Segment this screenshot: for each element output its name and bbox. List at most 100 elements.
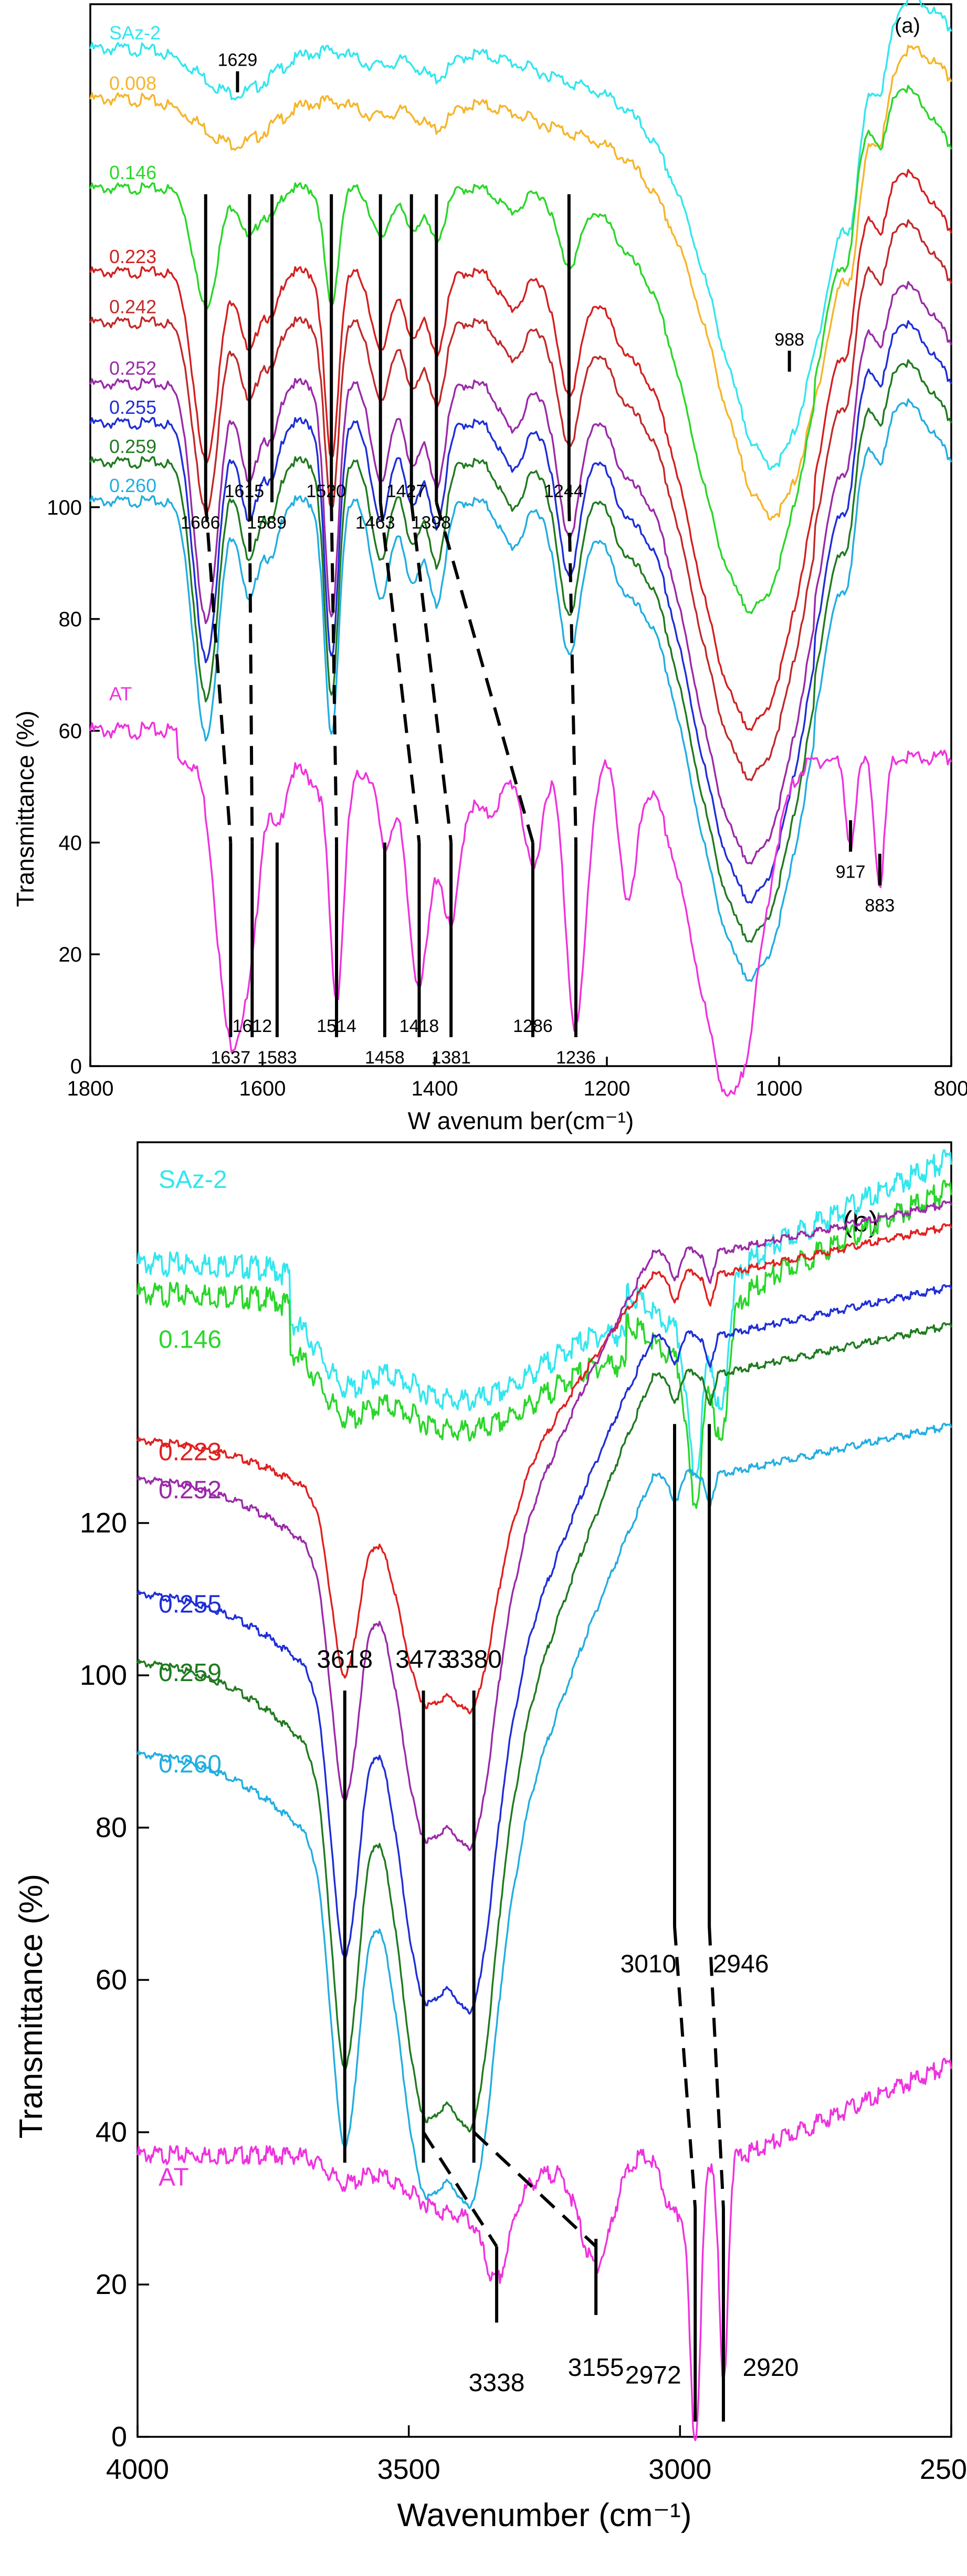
peak-label: 3380 <box>446 1646 502 1674</box>
x-axis-label: W avenum ber(cm⁻¹) <box>408 1107 634 1134</box>
peak-label: 1666 <box>181 513 220 533</box>
legend-label: 0.255 <box>159 1591 222 1619</box>
correlation-line <box>330 502 339 843</box>
legend-label: 0.260 <box>159 1750 222 1778</box>
peak-label: 2972 <box>625 2362 681 2390</box>
x-tick-label: 1600 <box>239 1077 286 1100</box>
peak-label: 1589 <box>247 513 287 533</box>
legend-label: 0.223 <box>109 246 156 267</box>
peak-label: 1418 <box>400 1016 439 1036</box>
peak-label: 1286 <box>513 1016 553 1036</box>
legend-label: 0.146 <box>109 162 156 183</box>
correlation-line <box>472 2131 597 2248</box>
series-line-SAz-2 <box>136 1149 952 1479</box>
peak-label: 1381 <box>431 1048 471 1068</box>
peak-label: 1612 <box>232 1016 272 1036</box>
series-line-0259 <box>136 1322 952 2133</box>
legend-label: 0.255 <box>109 397 156 418</box>
correlation-line <box>248 502 254 843</box>
legend-label: 0.146 <box>159 1326 222 1354</box>
x-tick-label: 3500 <box>377 2454 440 2485</box>
peak-label: 3473 <box>395 1646 451 1674</box>
legend-label: AT <box>109 683 132 704</box>
series-line-AT <box>136 2058 952 2442</box>
series-line-AT <box>89 722 952 1097</box>
legend-label: SAz-2 <box>109 22 161 44</box>
plot-frame <box>136 1141 952 2438</box>
legend-label: 0.008 <box>109 72 156 94</box>
y-tick-label: 20 <box>96 2269 127 2300</box>
peak-label: 1458 <box>365 1048 405 1068</box>
legend-label: 0.259 <box>109 436 156 457</box>
series-line-0252 <box>136 1200 952 1851</box>
correlation-line <box>567 502 577 843</box>
x-tick-label: 1000 <box>756 1077 803 1100</box>
peak-label: 2946 <box>713 1951 769 1978</box>
correlation-line <box>409 502 453 843</box>
x-tick-label: 3000 <box>648 2454 711 2485</box>
peak-label: 1583 <box>257 1048 297 1068</box>
legend-label: 0.223 <box>159 1438 222 1466</box>
peak-label: 1427 <box>386 481 426 501</box>
peak-label: 883 <box>865 896 895 916</box>
plot-frame <box>89 3 952 1067</box>
peak-label: 1236 <box>556 1048 596 1068</box>
x-tick-label: 1200 <box>584 1077 630 1100</box>
peak-label: 1514 <box>317 1016 356 1036</box>
panel-label: (a) <box>895 14 920 37</box>
series-line-0223 <box>136 1223 952 1715</box>
correlation-line <box>708 1926 725 2209</box>
peak-label: 1244 <box>544 481 584 501</box>
x-tick-label: 1800 <box>67 1077 114 1100</box>
series-line-0255 <box>136 1284 952 2015</box>
peak-label: 1629 <box>218 50 258 70</box>
x-tick-label: 4000 <box>106 2454 169 2485</box>
y-tick-label: 40 <box>59 831 82 854</box>
series-line-0259 <box>89 359 952 943</box>
peak-label: 3010 <box>621 1951 677 1978</box>
y-tick-label: 80 <box>96 1812 127 1843</box>
series-line-0252 <box>89 281 952 865</box>
peak-label: 917 <box>836 862 866 882</box>
series-line-0242 <box>89 219 952 781</box>
peak-label: 1463 <box>355 513 395 533</box>
y-tick-label: 100 <box>47 496 82 519</box>
legend-label: 0.252 <box>159 1476 222 1504</box>
peak-label: 1520 <box>306 481 346 501</box>
correlation-line <box>379 502 421 843</box>
y-tick-label: 120 <box>80 1507 127 1539</box>
legend-label: 0.259 <box>159 1659 222 1687</box>
peak-label: 3155 <box>568 2354 624 2382</box>
peak-label: 988 <box>774 330 804 350</box>
legend-label: 0.252 <box>109 358 156 379</box>
series-line-0223 <box>89 169 952 731</box>
y-tick-label: 60 <box>59 719 82 743</box>
y-tick-label: 20 <box>59 943 82 966</box>
series-line-SAz-2 <box>89 0 952 471</box>
peak-label: 1637 <box>211 1048 250 1068</box>
series-line-0008 <box>89 45 952 521</box>
peak-label: 2920 <box>743 2354 799 2382</box>
series-line-0260 <box>89 398 952 982</box>
peak-label: 3618 <box>317 1646 373 1674</box>
peak-label: 3338 <box>469 2369 525 2397</box>
legend-label: AT <box>159 2164 189 2192</box>
correlation-line <box>673 1926 697 2209</box>
y-tick-label: 0 <box>70 1055 82 1078</box>
series-line-0260 <box>136 1423 952 2209</box>
chart-a: 1800 1600 1400 1200 1000 800 0 20 40 60 80 100 W ave… <box>12 0 967 1134</box>
correlation-line <box>422 2131 498 2248</box>
y-tick-label: 80 <box>59 608 82 631</box>
y-tick-label: 0 <box>111 2421 127 2453</box>
legend-label: 0.260 <box>109 475 156 496</box>
correlation-line <box>204 502 233 843</box>
y-tick-label: 40 <box>96 2116 127 2148</box>
peak-label: 1615 <box>225 481 265 501</box>
correlation-line <box>435 502 534 843</box>
series-line-0146 <box>89 85 952 614</box>
x-tick-label: 1400 <box>412 1077 458 1100</box>
legend-label: SAz-2 <box>159 1166 227 1194</box>
y-axis-label: Transmittance (%) <box>12 711 39 907</box>
